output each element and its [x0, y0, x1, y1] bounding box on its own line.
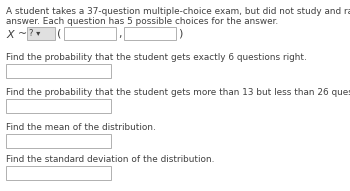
Text: Find the probability that the student gets more than 13 but less than 26 questio: Find the probability that the student ge…: [6, 88, 350, 97]
FancyBboxPatch shape: [27, 27, 55, 40]
Text: ): ): [178, 29, 182, 39]
FancyBboxPatch shape: [6, 134, 111, 148]
Text: $X$: $X$: [6, 28, 16, 40]
FancyBboxPatch shape: [124, 27, 176, 40]
Text: A student takes a 37-question multiple-choice exam, but did not study and random: A student takes a 37-question multiple-c…: [6, 7, 350, 16]
Text: ~: ~: [18, 29, 27, 39]
Text: ,: ,: [118, 29, 121, 39]
Text: ? ▾: ? ▾: [29, 29, 40, 39]
Text: Find the standard deviation of the distribution.: Find the standard deviation of the distr…: [6, 155, 214, 164]
FancyBboxPatch shape: [64, 27, 116, 40]
Text: Find the probability that the student gets exactly 6 questions right.: Find the probability that the student ge…: [6, 53, 307, 62]
FancyBboxPatch shape: [6, 64, 111, 78]
FancyBboxPatch shape: [6, 166, 111, 180]
Text: (: (: [57, 29, 61, 39]
Text: Find the mean of the distribution.: Find the mean of the distribution.: [6, 123, 156, 132]
Text: answer. Each question has 5 possible choices for the answer.: answer. Each question has 5 possible cho…: [6, 17, 278, 26]
FancyBboxPatch shape: [6, 99, 111, 113]
